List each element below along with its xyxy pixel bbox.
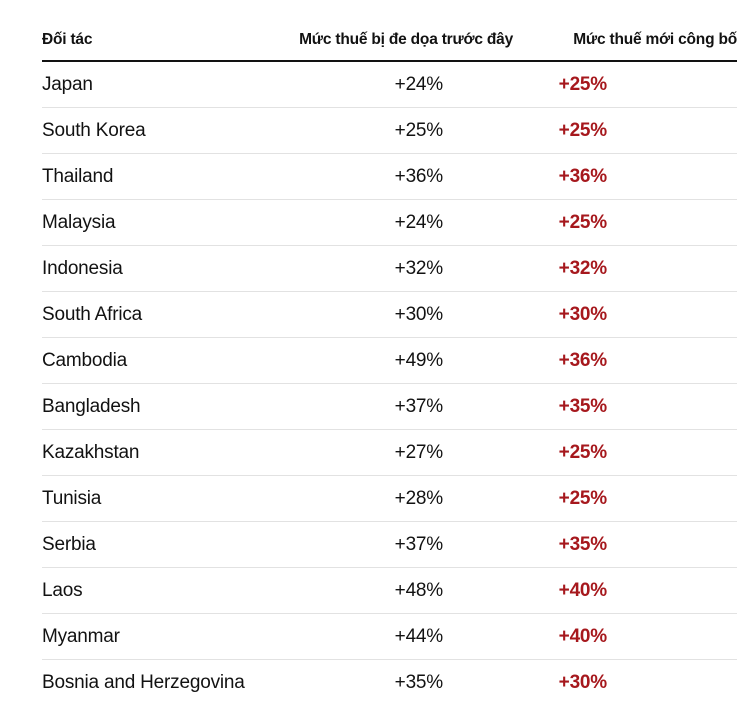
- threatened-rate-value: +27%: [394, 441, 444, 463]
- table-row: Tunisia +28% +25%: [42, 476, 737, 522]
- threatened-rate-value: +25%: [394, 119, 444, 141]
- tariff-table: Đối tác Mức thuế bị đe dọa trước đây Mức…: [42, 0, 737, 705]
- table-row: South Africa +30% +30%: [42, 292, 737, 338]
- table-row: Kazakhstan +27% +25%: [42, 430, 737, 476]
- column-header-announced-rate: Mức thuế mới công bố: [573, 31, 737, 48]
- threatened-rate-value: +49%: [394, 349, 444, 371]
- threatened-rate-value: +35%: [394, 671, 444, 693]
- table-row: Laos +48% +40%: [42, 568, 737, 614]
- partner-name: Indonesia: [42, 257, 123, 279]
- table-row: Malaysia +24% +25%: [42, 200, 737, 246]
- table-body: Japan +24% +25% South Korea +25% +25% Th…: [42, 62, 737, 705]
- table-header-row: Đối tác Mức thuế bị đe dọa trước đây Mức…: [42, 0, 737, 62]
- partner-name: Serbia: [42, 533, 96, 555]
- threatened-rate-value: +37%: [394, 395, 444, 417]
- announced-rate-value: +25%: [558, 73, 608, 95]
- threatened-rate-value: +28%: [394, 487, 444, 509]
- threatened-rate-value: +37%: [394, 533, 444, 555]
- threatened-rate-value: +32%: [394, 257, 444, 279]
- table-row: Bosnia and Herzegovina +35% +30%: [42, 660, 737, 705]
- column-header-partner: Đối tác: [42, 31, 93, 48]
- announced-rate-value: +25%: [558, 211, 608, 233]
- partner-name: Malaysia: [42, 211, 116, 233]
- threatened-rate-value: +44%: [394, 625, 444, 647]
- announced-rate-value: +25%: [558, 119, 608, 141]
- table-row: South Korea +25% +25%: [42, 108, 737, 154]
- table-row: Serbia +37% +35%: [42, 522, 737, 568]
- table-row: Indonesia +32% +32%: [42, 246, 737, 292]
- table-row: Bangladesh +37% +35%: [42, 384, 737, 430]
- announced-rate-value: +25%: [558, 441, 608, 463]
- partner-name: Thailand: [42, 165, 114, 187]
- announced-rate-value: +35%: [558, 533, 608, 555]
- announced-rate-value: +35%: [558, 395, 608, 417]
- threatened-rate-value: +24%: [394, 211, 444, 233]
- partner-name: Laos: [42, 579, 83, 601]
- partner-name: Cambodia: [42, 349, 128, 371]
- announced-rate-value: +30%: [558, 671, 608, 693]
- table-row: Thailand +36% +36%: [42, 154, 737, 200]
- column-header-threatened-rate: Mức thuế bị đe dọa trước đây: [299, 31, 513, 48]
- announced-rate-value: +36%: [558, 349, 608, 371]
- partner-name: Bosnia and Herzegovina: [42, 671, 245, 693]
- partner-name: Myanmar: [42, 625, 120, 647]
- announced-rate-value: +40%: [558, 625, 608, 647]
- threatened-rate-value: +48%: [394, 579, 444, 601]
- announced-rate-value: +25%: [558, 487, 608, 509]
- partner-name: Tunisia: [42, 487, 102, 509]
- announced-rate-value: +40%: [558, 579, 608, 601]
- partner-name: Japan: [42, 73, 93, 95]
- threatened-rate-value: +36%: [394, 165, 444, 187]
- table-row: Cambodia +49% +36%: [42, 338, 737, 384]
- partner-name: South Africa: [42, 303, 143, 325]
- table-row: Japan +24% +25%: [42, 62, 737, 108]
- partner-name: South Korea: [42, 119, 146, 141]
- announced-rate-value: +32%: [558, 257, 608, 279]
- threatened-rate-value: +24%: [394, 73, 444, 95]
- table-row: Myanmar +44% +40%: [42, 614, 737, 660]
- announced-rate-value: +36%: [558, 165, 608, 187]
- announced-rate-value: +30%: [558, 303, 608, 325]
- partner-name: Kazakhstan: [42, 441, 140, 463]
- threatened-rate-value: +30%: [394, 303, 444, 325]
- partner-name: Bangladesh: [42, 395, 141, 417]
